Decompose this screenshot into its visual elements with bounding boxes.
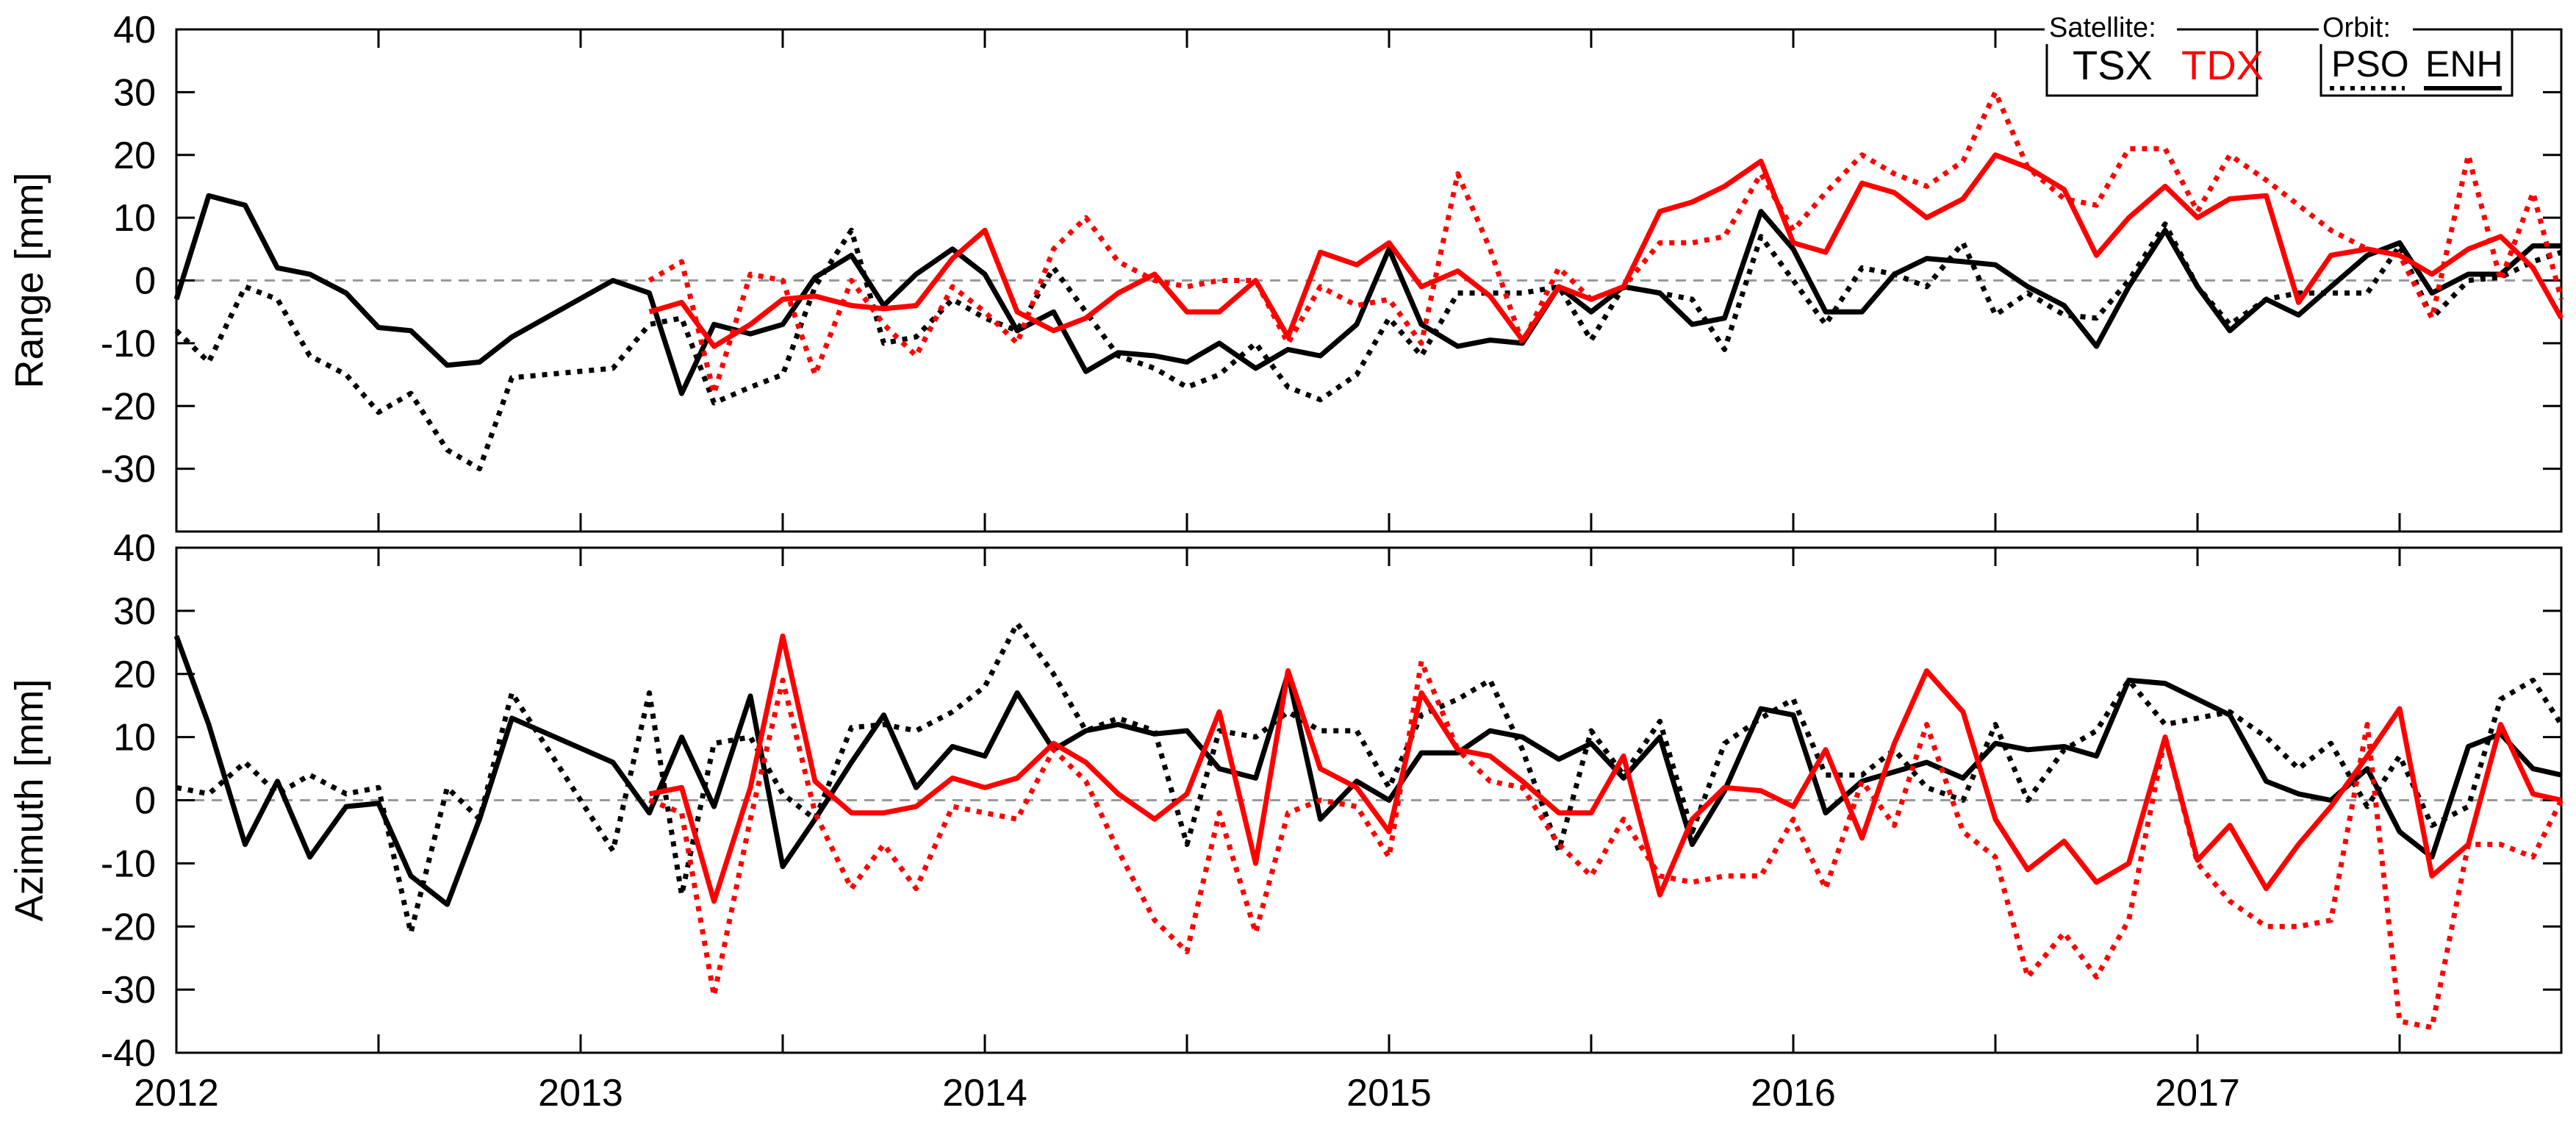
panel-range: -30 -20 -10 0 10 20 30 40 Range [mm] <box>7 9 2564 533</box>
y-tick-label: -40 <box>101 1032 156 1075</box>
legend-satellite-title: Satellite: <box>2049 12 2156 43</box>
x-tick-label: 2013 <box>538 1072 623 1115</box>
series-line-tsx-pso <box>174 221 2563 472</box>
y-axis-title: Azimuth [mm] <box>7 679 51 921</box>
y-tick-label: 40 <box>113 527 156 570</box>
x-tick-label: 2017 <box>2155 1072 2240 1115</box>
series-line-tdx-pso <box>647 89 2564 396</box>
panel-azimuth: -40 -30 -20 -10 0 10 20 30 40 2012 2013 2014 2015 201… <box>7 527 2564 1115</box>
legend-item-tsx: TSX <box>2073 42 2153 88</box>
y-tick-label: -20 <box>101 385 156 428</box>
x-tick-label: 2016 <box>1751 1072 1836 1115</box>
y-tick-label: -20 <box>101 906 156 948</box>
y-tick-label: 40 <box>113 9 156 51</box>
y-tick-label: -30 <box>101 969 156 1012</box>
y-tick-label: -10 <box>101 323 156 365</box>
legend-item-enh: ENH <box>2425 43 2503 85</box>
legend-orbit-box: Orbit: PSO ENH <box>2319 12 2514 97</box>
y-tick-label: -10 <box>101 842 156 885</box>
legend-orbit-title: Orbit: <box>2322 12 2391 43</box>
series-line-tdx-enh <box>648 633 2562 904</box>
y-tick-label: 30 <box>113 71 156 114</box>
y-tick-label: 30 <box>113 590 156 633</box>
x-tick-label: 2015 <box>1346 1072 1432 1115</box>
y-tick-label: 10 <box>113 197 156 240</box>
y-tick-label: 20 <box>113 135 156 177</box>
series-line-tsx-enh <box>173 193 2561 396</box>
legend-satellite-box: Satellite: TSX TDX <box>2045 12 2264 97</box>
x-tick-label: 2014 <box>942 1072 1027 1115</box>
y-axis-title: Range [mm] <box>7 172 51 388</box>
chart-panels: -30 -20 -10 0 10 20 30 40 Range [mm] -40 -30 -20 -10… <box>7 9 2564 1115</box>
x-tick-label: 2012 <box>134 1072 219 1115</box>
series-line-tdx-pso <box>648 659 2564 1031</box>
y-tick-label: 0 <box>134 260 156 303</box>
legend: Satellite: TSX TDX Orbit: PSO ENH <box>2045 12 2514 97</box>
series-line-tdx-enh <box>648 152 2564 349</box>
y-tick-label: -30 <box>101 448 156 491</box>
y-tick-label: 20 <box>113 654 156 696</box>
legend-item-tdx: TDX <box>2181 42 2264 88</box>
series-line-tsx-enh <box>173 634 2562 907</box>
series-line-tsx-pso <box>176 620 2564 936</box>
y-tick-label: 10 <box>113 717 156 759</box>
legend-item-pso: PSO <box>2331 43 2409 85</box>
y-tick-label: 0 <box>134 780 156 823</box>
